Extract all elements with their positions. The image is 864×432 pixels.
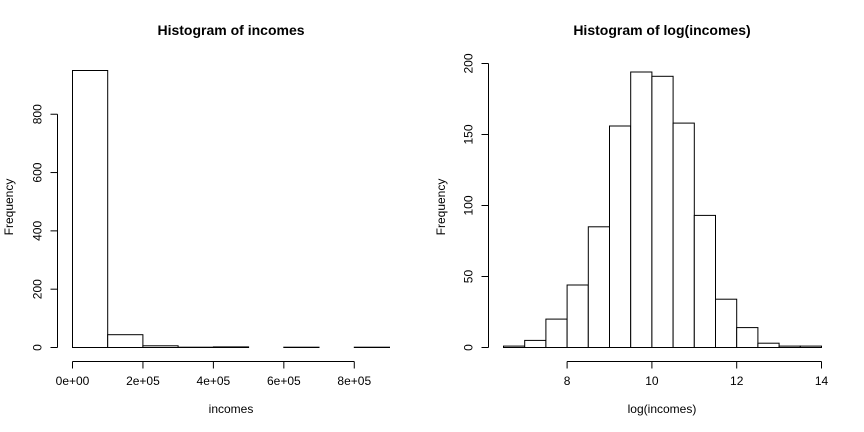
y-tick-label: 0 [462, 344, 476, 351]
histogram-bar [545, 318, 568, 349]
y-tick-label: 200 [462, 53, 476, 73]
histogram-bar [566, 284, 589, 348]
y-axis: 0 50 100 150 200 [462, 53, 489, 351]
histogram-bar [630, 71, 653, 348]
x-axis: 8 10 12 14 [564, 361, 829, 388]
y-tick-label: 150 [462, 124, 476, 144]
x-tick-label: 12 [730, 374, 744, 388]
chart-title: Histogram of log(incomes) [573, 22, 750, 38]
y-tick-label: 800 [31, 104, 45, 124]
histogram-bar [212, 346, 250, 348]
histogram-bar [799, 345, 822, 349]
y-axis-title: Frequency [434, 179, 448, 236]
x-tick-label: 8e+05 [337, 374, 371, 388]
histogram-bar [107, 334, 144, 349]
bars [503, 71, 822, 349]
histogram-bar [142, 345, 179, 348]
histogram-bar [715, 298, 738, 349]
x-tick-label: 8 [564, 374, 571, 388]
histogram-incomes-panel: Histogram of incomes incomes Frequency 0… [2, 22, 390, 416]
y-tick-label: 0 [31, 344, 45, 351]
histogram-bar [503, 345, 526, 349]
histogram-bar [672, 122, 695, 348]
histogram-bar [609, 125, 632, 348]
x-tick-label: 2e+05 [126, 374, 160, 388]
y-tick-label: 600 [31, 162, 45, 182]
x-tick-label: 0e+00 [56, 374, 90, 388]
y-axis: 0 200 400 600 800 [31, 104, 58, 351]
x-tick-label: 10 [645, 374, 659, 388]
y-tick-label: 400 [31, 221, 45, 241]
histogram-bar [736, 327, 759, 349]
x-tick-label: 6e+05 [267, 374, 301, 388]
histogram-bar [72, 70, 109, 348]
x-axis-title: log(incomes) [628, 402, 697, 416]
histogram-bar [587, 226, 610, 348]
histogram-bar [757, 342, 780, 349]
y-tick-label: 50 [462, 270, 476, 284]
histogram-log-incomes-panel: Histogram of log(incomes) log(incomes) F… [434, 22, 828, 416]
y-tick-label: 200 [31, 279, 45, 299]
y-tick-label: 100 [462, 195, 476, 215]
histogram-bar [693, 214, 716, 348]
x-axis-title: incomes [209, 402, 254, 416]
histogram-bar [524, 339, 547, 348]
chart-title: Histogram of incomes [157, 22, 304, 38]
x-tick-label: 14 [815, 374, 829, 388]
y-axis-title: Frequency [2, 179, 16, 236]
histogram-bar [778, 345, 801, 349]
x-axis: 0e+00 2e+05 4e+05 6e+05 8e+05 [56, 361, 371, 388]
histogram-bar [651, 75, 674, 349]
bars [72, 70, 390, 349]
x-tick-label: 4e+05 [197, 374, 231, 388]
